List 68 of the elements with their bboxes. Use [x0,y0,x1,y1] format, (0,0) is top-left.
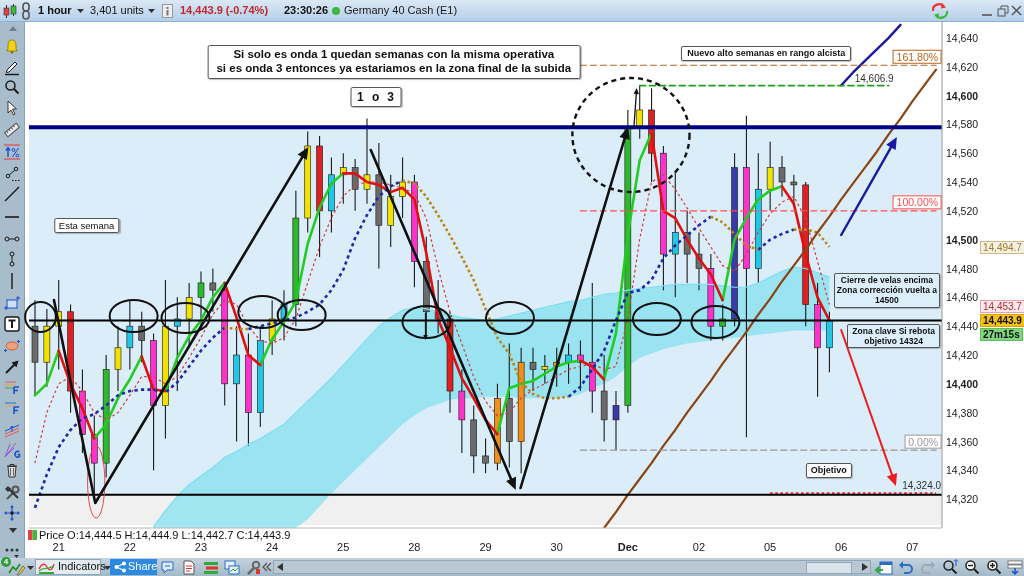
text: 1 hour [38,4,72,18]
candlestick [565,342,572,385]
text: 14,453.7 [983,301,1022,312]
y-tick-label: 14,440 [946,320,979,333]
text: Indicators [58,560,106,574]
x-tick-label: 05 [763,541,777,553]
y-tick-label: 14,520 [946,204,979,217]
y-tick-label: 14,480 [946,262,979,275]
text: Share [128,560,158,574]
annotation: Esta semana [58,220,115,232]
y-tick-label: 14,540 [946,176,979,189]
y-tick-label: 14,340 [946,464,979,477]
y-tick-label: 14,580 [946,118,979,131]
y-tick-label: 14,460 [946,291,979,304]
chart-title: Germany 40 Cash (E1) [344,4,458,18]
y-tick-label: 14,560 [946,147,979,160]
candlestick [173,296,181,392]
text: 14,443.9 [983,315,1022,326]
y-tick-label: 14,420 [946,349,979,362]
candlestick [482,438,489,474]
candlestick [766,141,774,212]
x-tick-label: 07 [906,541,919,553]
candlestick [114,325,122,392]
y-tick-label: 14,620 [946,60,979,73]
text: Price O:14,444.5 H:14,444.9 L:14,442.7 C:14,443.9 [39,529,291,543]
y-tick-label: 14,320 [946,493,979,506]
text: 27m15s [983,329,1020,340]
series-label: 0.00% [908,435,939,448]
candlestick [197,270,205,327]
y-tick-label: 14,400 [946,377,979,390]
x-tick-label: 22 [123,541,136,553]
candlestick [790,174,798,205]
data-label: 14,606.9 [854,72,895,84]
annotation: 1 o 3 [357,90,395,105]
x-tick-label: Dec [617,541,638,553]
candlestick [126,299,134,370]
annotation: Zona clave Si rebota objetivo 14324 [852,326,935,347]
series-label: 100.00% [896,196,939,209]
annotation: Nuevo alto semanas en rango alcista [687,48,846,59]
x-tick-label: 29 [479,541,492,553]
candlestick [209,267,217,313]
x-tick-label: 25 [337,541,350,553]
y-tick-label: 14,500 [946,233,979,246]
x-tick-label: 30 [550,541,563,553]
text: 14,443.9 (-0.74%) [180,4,269,18]
candlestick [541,354,549,385]
x-tick-label: 02 [692,541,706,553]
data-label: 14,324.0 [902,480,942,492]
annotation: Objetivo [810,465,847,476]
text: 4 [1,557,11,567]
candlestick [778,155,786,197]
text: 23:30:26 [284,4,329,18]
y-tick-label: 14,640 [946,31,979,44]
x-tick-label: 28 [408,541,421,553]
candlestick [529,347,537,392]
x-tick-label: 24 [265,541,279,553]
x-tick-label: 06 [835,541,848,553]
y-tick-label: 14,600 [946,89,979,102]
annotation: Cierre de velas encima Zona corrección vuelta a 14500 [836,275,937,306]
candlestick [612,390,620,451]
y-tick-label: 14,380 [946,406,979,419]
y-tick-label: 14,360 [946,435,979,448]
series-label: 161.80% [896,50,939,63]
annotation: Si solo es onda 1 quedan semanas con la misma operativa si es onda 3 entonces ya estariamos en la zona final de la subida [216,48,572,76]
text: 3,401 units [90,4,144,18]
x-tick-label: 21 [52,541,65,553]
x-tick-label: 23 [194,541,208,553]
text: 14,494.7 [983,242,1022,253]
